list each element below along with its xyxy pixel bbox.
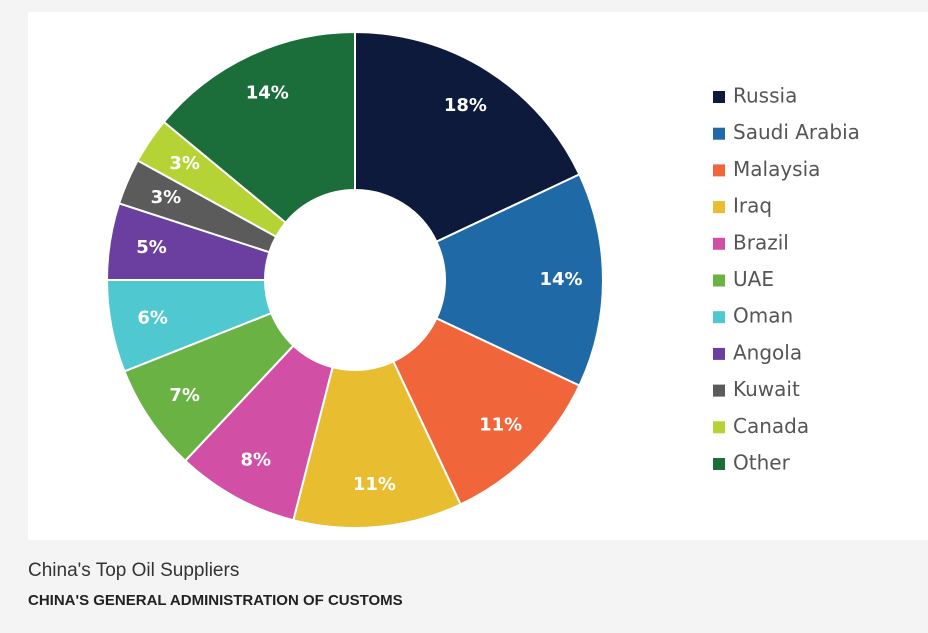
legend-swatch bbox=[713, 237, 725, 250]
value-label: 3% bbox=[169, 153, 200, 174]
legend-swatch bbox=[713, 311, 725, 324]
value-label: 11% bbox=[479, 415, 522, 436]
value-label: 14% bbox=[539, 269, 582, 290]
legend-swatch bbox=[713, 347, 725, 360]
value-label: 5% bbox=[136, 237, 167, 258]
legend-label: UAE bbox=[733, 267, 774, 291]
legend-label: Other bbox=[733, 451, 791, 475]
legend-swatch bbox=[713, 458, 725, 470]
legend-label: Russia bbox=[733, 84, 797, 108]
legend-label: Brazil bbox=[733, 230, 789, 254]
legend-swatch bbox=[713, 127, 725, 140]
slice bbox=[391, 316, 581, 506]
slice bbox=[292, 360, 462, 529]
chart: 18% 14% 11% 11% 8% 7% 6% 5% 3% 3% 14% Russia Saudi A… bbox=[28, 12, 928, 540]
caption-title: China's Top Oil Suppliers bbox=[28, 560, 240, 581]
legend-swatch bbox=[713, 164, 725, 177]
legend-swatch bbox=[713, 91, 725, 103]
caption-source: CHINA'S GENERAL ADMINISTRATION OF CUSTOM… bbox=[28, 592, 403, 609]
value-label: 6% bbox=[137, 308, 168, 329]
legend-swatch bbox=[713, 421, 725, 434]
value-label: 8% bbox=[240, 450, 271, 471]
legend-swatch bbox=[713, 274, 725, 287]
legend-label: Oman bbox=[733, 304, 793, 328]
value-label: 18% bbox=[444, 95, 487, 116]
value-label: 7% bbox=[169, 385, 200, 406]
legend-label: Kuwait bbox=[733, 377, 800, 401]
legend-label: Malaysia bbox=[733, 157, 820, 181]
legend-label: Angola bbox=[733, 340, 802, 364]
value-label: 11% bbox=[353, 474, 396, 495]
legend-swatch bbox=[713, 384, 725, 397]
slice bbox=[354, 30, 581, 244]
value-label: 14% bbox=[246, 83, 289, 104]
legend-label: Canada bbox=[733, 414, 809, 438]
slice bbox=[435, 173, 604, 387]
legend-label: Iraq bbox=[733, 194, 772, 218]
legend-swatch bbox=[713, 201, 725, 214]
legend-label: Saudi Arabia bbox=[733, 120, 860, 144]
value-label: 3% bbox=[151, 187, 182, 208]
slice bbox=[162, 30, 356, 225]
